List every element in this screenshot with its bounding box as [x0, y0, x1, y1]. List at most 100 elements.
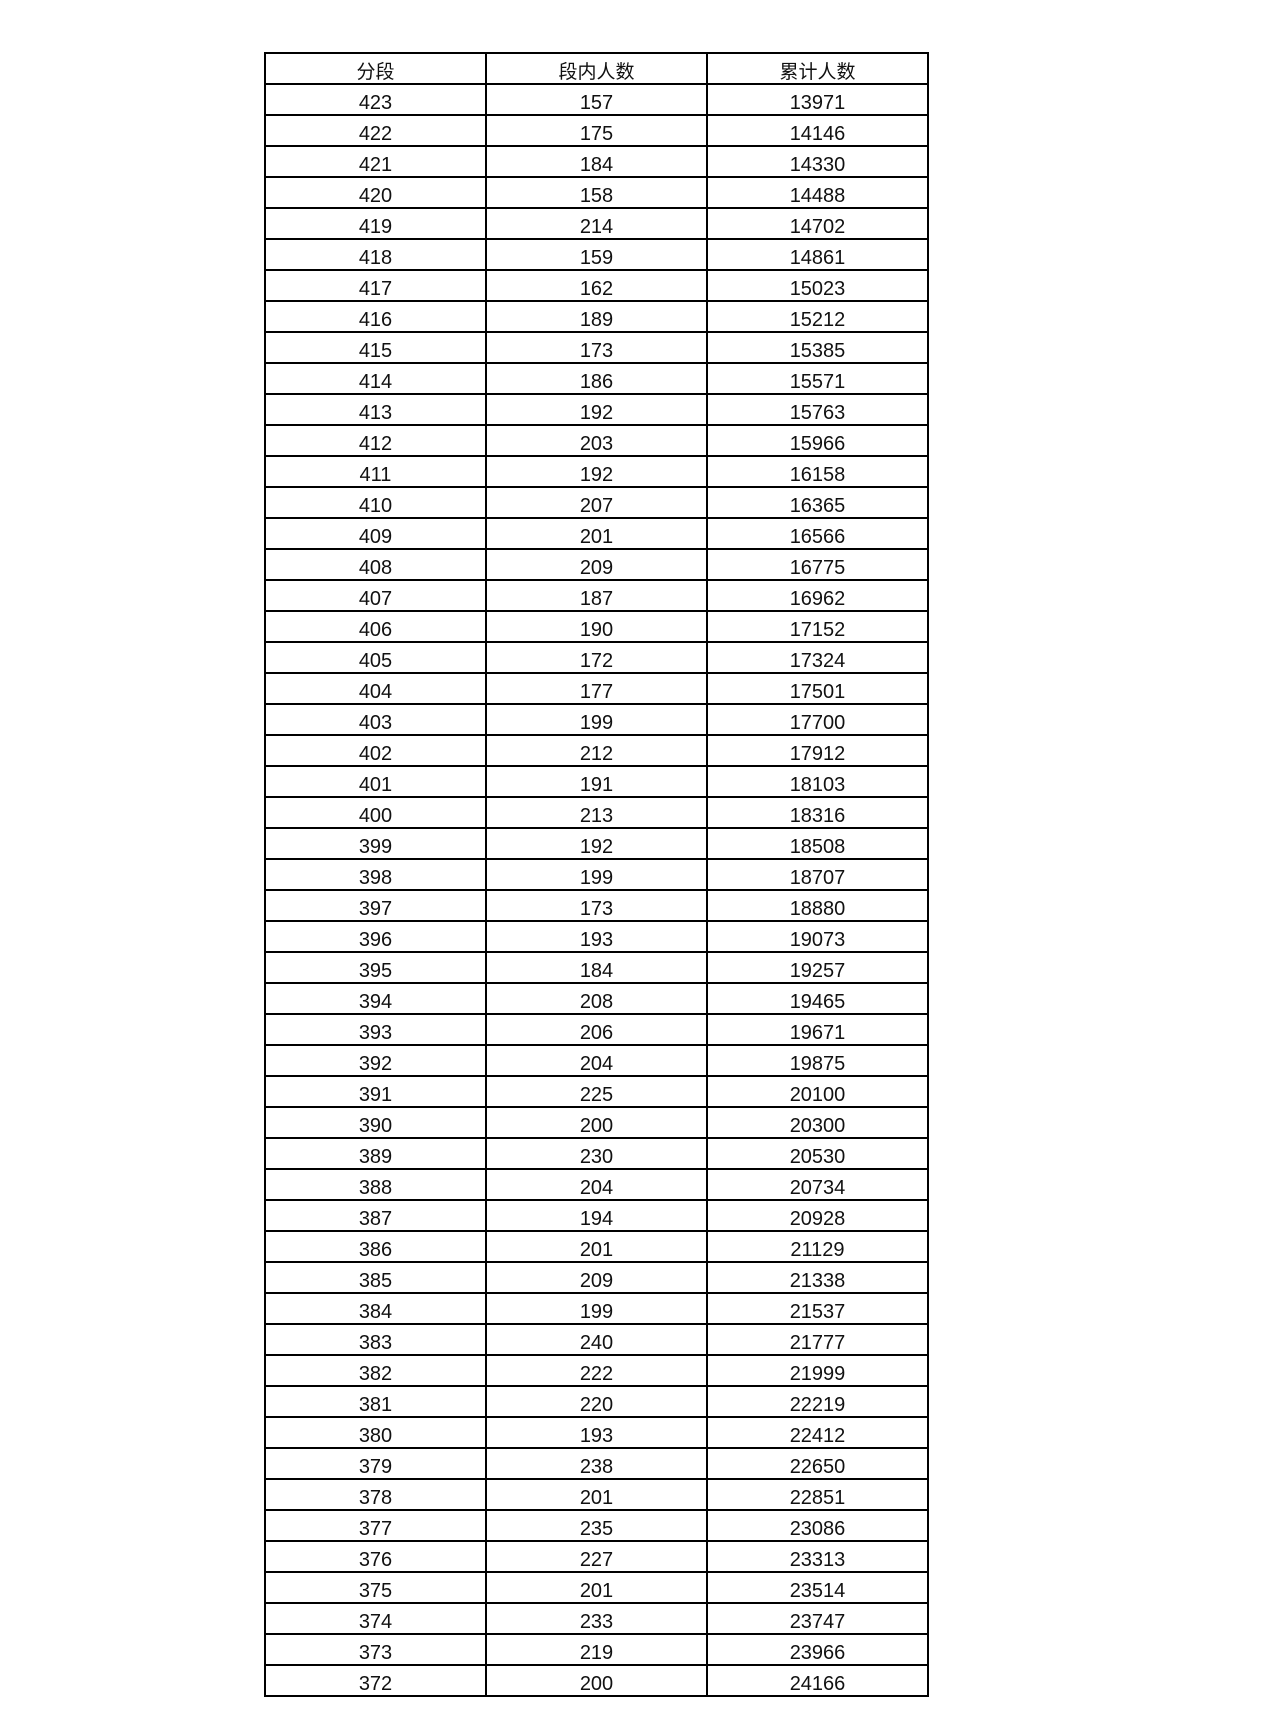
cumulative-cell: 14488 [706, 176, 929, 209]
table-row: 412 203 15966 [264, 424, 929, 457]
table-row: 377 235 23086 [264, 1509, 929, 1542]
count-cell: 213 [485, 796, 708, 829]
table-row: 413 192 15763 [264, 393, 929, 426]
table-row: 383 240 21777 [264, 1323, 929, 1356]
table-row: 419 214 14702 [264, 207, 929, 240]
cumulative-cell: 21537 [706, 1292, 929, 1325]
count-cell: 199 [485, 1292, 708, 1325]
count-cell: 200 [485, 1664, 708, 1697]
header-cumulative: 累计人数 [706, 52, 929, 85]
cumulative-cell: 21338 [706, 1261, 929, 1294]
table-row: 410 207 16365 [264, 486, 929, 519]
score-cell: 377 [264, 1509, 487, 1542]
cumulative-cell: 22412 [706, 1416, 929, 1449]
count-cell: 206 [485, 1013, 708, 1046]
score-cell: 388 [264, 1168, 487, 1201]
table-row: 387 194 20928 [264, 1199, 929, 1232]
cumulative-cell: 16775 [706, 548, 929, 581]
table-row: 408 209 16775 [264, 548, 929, 581]
score-cell: 399 [264, 827, 487, 860]
score-cell: 378 [264, 1478, 487, 1511]
count-cell: 193 [485, 920, 708, 953]
count-cell: 204 [485, 1168, 708, 1201]
cumulative-cell: 16962 [706, 579, 929, 612]
count-cell: 159 [485, 238, 708, 271]
count-cell: 209 [485, 1261, 708, 1294]
count-cell: 227 [485, 1540, 708, 1573]
table-row: 380 193 22412 [264, 1416, 929, 1449]
count-cell: 225 [485, 1075, 708, 1108]
header-score: 分段 [264, 52, 487, 85]
cumulative-cell: 20928 [706, 1199, 929, 1232]
score-cell: 416 [264, 300, 487, 333]
cumulative-cell: 23086 [706, 1509, 929, 1542]
table-row: 385 209 21338 [264, 1261, 929, 1294]
cumulative-cell: 18880 [706, 889, 929, 922]
count-cell: 184 [485, 951, 708, 984]
cumulative-cell: 21129 [706, 1230, 929, 1263]
count-cell: 177 [485, 672, 708, 705]
score-cell: 374 [264, 1602, 487, 1635]
count-cell: 207 [485, 486, 708, 519]
score-cell: 411 [264, 455, 487, 488]
cumulative-cell: 20300 [706, 1106, 929, 1139]
cumulative-cell: 15571 [706, 362, 929, 395]
count-cell: 157 [485, 83, 708, 116]
table-row: 376 227 23313 [264, 1540, 929, 1573]
cumulative-cell: 20530 [706, 1137, 929, 1170]
count-cell: 173 [485, 889, 708, 922]
score-cell: 382 [264, 1354, 487, 1387]
table-row: 382 222 21999 [264, 1354, 929, 1387]
table-row: 407 187 16962 [264, 579, 929, 612]
score-cell: 372 [264, 1664, 487, 1697]
score-cell: 413 [264, 393, 487, 426]
cumulative-cell: 15212 [706, 300, 929, 333]
table-row: 399 192 18508 [264, 827, 929, 860]
table-row: 415 173 15385 [264, 331, 929, 364]
score-cell: 386 [264, 1230, 487, 1263]
score-cell: 394 [264, 982, 487, 1015]
table-row: 392 204 19875 [264, 1044, 929, 1077]
count-cell: 192 [485, 455, 708, 488]
cumulative-cell: 15763 [706, 393, 929, 426]
score-cell: 403 [264, 703, 487, 736]
header-count: 段内人数 [485, 52, 708, 85]
cumulative-cell: 14146 [706, 114, 929, 147]
table-row: 379 238 22650 [264, 1447, 929, 1480]
table-row: 386 201 21129 [264, 1230, 929, 1263]
cumulative-cell: 18707 [706, 858, 929, 891]
table-row: 384 199 21537 [264, 1292, 929, 1325]
table-row: 390 200 20300 [264, 1106, 929, 1139]
table-row: 375 201 23514 [264, 1571, 929, 1604]
score-cell: 397 [264, 889, 487, 922]
count-cell: 200 [485, 1106, 708, 1139]
score-cell: 407 [264, 579, 487, 612]
cumulative-cell: 15966 [706, 424, 929, 457]
count-cell: 212 [485, 734, 708, 767]
score-cell: 422 [264, 114, 487, 147]
score-cell: 415 [264, 331, 487, 364]
table-row: 411 192 16158 [264, 455, 929, 488]
score-cell: 381 [264, 1385, 487, 1418]
count-cell: 219 [485, 1633, 708, 1666]
table-row: 423 157 13971 [264, 83, 929, 116]
table-row: 418 159 14861 [264, 238, 929, 271]
count-cell: 201 [485, 1230, 708, 1263]
score-cell: 409 [264, 517, 487, 550]
table-row: 378 201 22851 [264, 1478, 929, 1511]
score-cell: 408 [264, 548, 487, 581]
count-cell: 172 [485, 641, 708, 674]
score-cell: 389 [264, 1137, 487, 1170]
score-cell: 373 [264, 1633, 487, 1666]
score-cell: 391 [264, 1075, 487, 1108]
count-cell: 233 [485, 1602, 708, 1635]
count-cell: 220 [485, 1385, 708, 1418]
count-cell: 187 [485, 579, 708, 612]
count-cell: 193 [485, 1416, 708, 1449]
cumulative-cell: 18508 [706, 827, 929, 860]
score-cell: 410 [264, 486, 487, 519]
table-row: 398 199 18707 [264, 858, 929, 891]
cumulative-cell: 19073 [706, 920, 929, 953]
table-row: 406 190 17152 [264, 610, 929, 643]
table-row: 373 219 23966 [264, 1633, 929, 1666]
